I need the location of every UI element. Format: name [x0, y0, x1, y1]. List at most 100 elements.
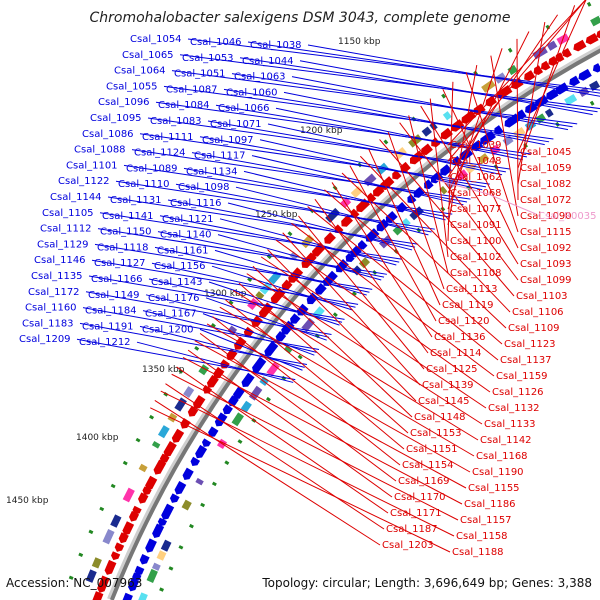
reverse-gene-label[interactable]: Csal_1103: [516, 291, 568, 302]
reverse-gene-label[interactable]: Csal_1045: [520, 147, 572, 158]
forward-gene-label[interactable]: Csal_1111: [142, 132, 194, 143]
forward-gene-label[interactable]: Csal_1121: [162, 214, 214, 225]
forward-gene-label[interactable]: Csal_1097: [202, 135, 254, 146]
reverse-gene-label[interactable]: Csal_1132: [488, 403, 540, 414]
forward-gene-label[interactable]: Csal_1209: [19, 334, 71, 345]
reverse-gene-label[interactable]: Csal_1072: [520, 195, 572, 206]
forward-gene-label[interactable]: Csal_1064: [114, 66, 166, 77]
forward-gene-label[interactable]: Csal_1055: [106, 81, 158, 92]
forward-gene-label[interactable]: Csal_1156: [154, 261, 206, 272]
reverse-gene-label[interactable]: Csal_1102: [450, 252, 502, 263]
reverse-gene-label[interactable]: Csal_1159: [496, 371, 548, 382]
forward-gene-label[interactable]: Csal_1144: [50, 192, 102, 203]
reverse-gene-label[interactable]: Csal_1090: [520, 211, 572, 222]
reverse-gene-label[interactable]: Csal_1091: [450, 220, 502, 231]
forward-gene-label[interactable]: Csal_1083: [150, 116, 202, 127]
forward-gene-label[interactable]: Csal_1098: [178, 182, 230, 193]
reverse-gene-label[interactable]: Csal_1157: [460, 515, 512, 526]
reverse-gene-label[interactable]: Csal_1136: [434, 332, 486, 343]
forward-gene-label[interactable]: Csal_1183: [22, 318, 74, 329]
forward-gene-label[interactable]: Csal_1200: [142, 324, 194, 335]
forward-gene-label[interactable]: Csal_1140: [160, 230, 212, 241]
forward-gene-label[interactable]: Csal_1071: [210, 119, 262, 130]
reverse-gene-label[interactable]: Csal_1077: [450, 204, 502, 215]
forward-gene-label[interactable]: Csal_1116: [170, 198, 222, 209]
forward-gene-label[interactable]: Csal_1038: [250, 40, 302, 51]
forward-gene-label[interactable]: Csal_1084: [158, 100, 210, 111]
reverse-gene-label[interactable]: Csal_1039: [450, 140, 502, 151]
forward-gene-label[interactable]: Csal_1176: [148, 293, 200, 304]
forward-gene-label[interactable]: Csal_1096: [98, 97, 150, 108]
forward-gene-label[interactable]: Csal_1089: [126, 163, 178, 174]
forward-gene-label[interactable]: Csal_1063: [234, 72, 286, 83]
reverse-gene-label[interactable]: Csal_1068: [450, 188, 502, 199]
forward-gene-label[interactable]: Csal_1143: [151, 277, 203, 288]
forward-gene-label[interactable]: Csal_1117: [194, 151, 246, 162]
forward-gene-label[interactable]: Csal_1127: [94, 258, 146, 269]
forward-gene-label[interactable]: Csal_1088: [74, 145, 126, 156]
forward-gene-label[interactable]: Csal_1166: [91, 274, 143, 285]
reverse-gene-label[interactable]: Csal_1119: [442, 300, 494, 311]
forward-gene-label[interactable]: Csal_1161: [157, 245, 209, 256]
forward-gene-label[interactable]: Csal_1184: [85, 306, 137, 317]
reverse-gene-label[interactable]: Csal_1187: [386, 524, 438, 535]
forward-gene-label[interactable]: Csal_1066: [218, 103, 270, 114]
forward-gene-label[interactable]: Csal_1141: [102, 211, 154, 222]
reverse-gene-label[interactable]: Csal_1148: [414, 412, 466, 423]
forward-gene-label[interactable]: Csal_1122: [58, 176, 110, 187]
reverse-gene-label[interactable]: Csal_1059: [520, 163, 572, 174]
reverse-gene-label[interactable]: Csal_1048: [450, 156, 502, 167]
forward-gene-label[interactable]: Csal_1086: [82, 129, 134, 140]
forward-gene-label[interactable]: Csal_1131: [110, 195, 162, 206]
reverse-gene-label[interactable]: Csal_1171: [390, 508, 442, 519]
reverse-gene-label[interactable]: Csal_1106: [512, 307, 564, 318]
forward-gene-label[interactable]: Csal_1135: [31, 271, 83, 282]
reverse-gene-label[interactable]: Csal_1120: [438, 316, 490, 327]
reverse-gene-label[interactable]: Csal_1115: [520, 227, 572, 238]
reverse-gene-label[interactable]: Csal_1170: [394, 492, 446, 503]
forward-gene-label[interactable]: Csal_1134: [186, 166, 238, 177]
reverse-gene-label[interactable]: Csal_1139: [422, 380, 474, 391]
reverse-gene-label[interactable]: Csal_1092: [520, 243, 572, 254]
reverse-gene-label[interactable]: Csal_1100: [450, 236, 502, 247]
forward-gene-label[interactable]: Csal_1054: [130, 34, 182, 45]
reverse-gene-label[interactable]: Csal_1109: [508, 323, 560, 334]
forward-gene-label[interactable]: Csal_1101: [66, 160, 118, 171]
forward-gene-label[interactable]: Csal_1053: [182, 53, 234, 64]
reverse-gene-label[interactable]: Csal_1158: [456, 531, 508, 542]
forward-gene-label[interactable]: Csal_1095: [90, 113, 142, 124]
forward-gene-label[interactable]: Csal_1167: [145, 309, 197, 320]
reverse-gene-label[interactable]: Csal_1062: [450, 172, 502, 183]
reverse-gene-label[interactable]: Csal_1093: [520, 259, 572, 270]
forward-gene-label[interactable]: Csal_1150: [100, 227, 152, 238]
reverse-gene-label[interactable]: Csal_1114: [430, 348, 482, 359]
reverse-gene-label[interactable]: Csal_1142: [480, 435, 532, 446]
forward-gene-label[interactable]: Csal_1118: [97, 242, 149, 253]
forward-gene-label[interactable]: Csal_1160: [25, 303, 77, 314]
forward-gene-label[interactable]: Csal_1212: [79, 337, 131, 348]
reverse-gene-label[interactable]: Csal_1188: [452, 547, 504, 558]
reverse-gene-label[interactable]: Csal_1151: [406, 444, 458, 455]
forward-gene-label[interactable]: Csal_1124: [134, 148, 186, 159]
forward-gene-label[interactable]: Csal_1087: [166, 84, 218, 95]
reverse-gene-label[interactable]: Csal_1190: [472, 467, 524, 478]
reverse-gene-label[interactable]: Csal_1133: [484, 419, 536, 430]
forward-gene-label[interactable]: Csal_1065: [122, 50, 174, 61]
reverse-gene-label[interactable]: Csal_1126: [492, 387, 544, 398]
reverse-gene-label[interactable]: Csal_1123: [504, 339, 556, 350]
reverse-gene-label[interactable]: Csal_1186: [464, 499, 516, 510]
reverse-gene-label[interactable]: Csal_1155: [468, 483, 520, 494]
forward-gene-label[interactable]: Csal_1060: [226, 87, 278, 98]
rna-gene-label[interactable]: Csal_R0035: [538, 211, 597, 222]
reverse-gene-label[interactable]: Csal_1154: [402, 460, 454, 471]
reverse-gene-label[interactable]: Csal_1169: [398, 476, 450, 487]
reverse-gene-label[interactable]: Csal_1137: [500, 355, 552, 366]
reverse-gene-label[interactable]: Csal_1168: [476, 451, 528, 462]
forward-gene-label[interactable]: Csal_1149: [88, 290, 140, 301]
reverse-gene-label[interactable]: Csal_1113: [446, 284, 498, 295]
forward-gene-label[interactable]: Csal_1051: [174, 69, 226, 80]
forward-gene-label[interactable]: Csal_1044: [242, 56, 294, 67]
forward-gene-label[interactable]: Csal_1129: [37, 239, 89, 250]
reverse-gene-label[interactable]: Csal_1125: [426, 364, 478, 375]
forward-gene-label[interactable]: Csal_1105: [42, 208, 94, 219]
